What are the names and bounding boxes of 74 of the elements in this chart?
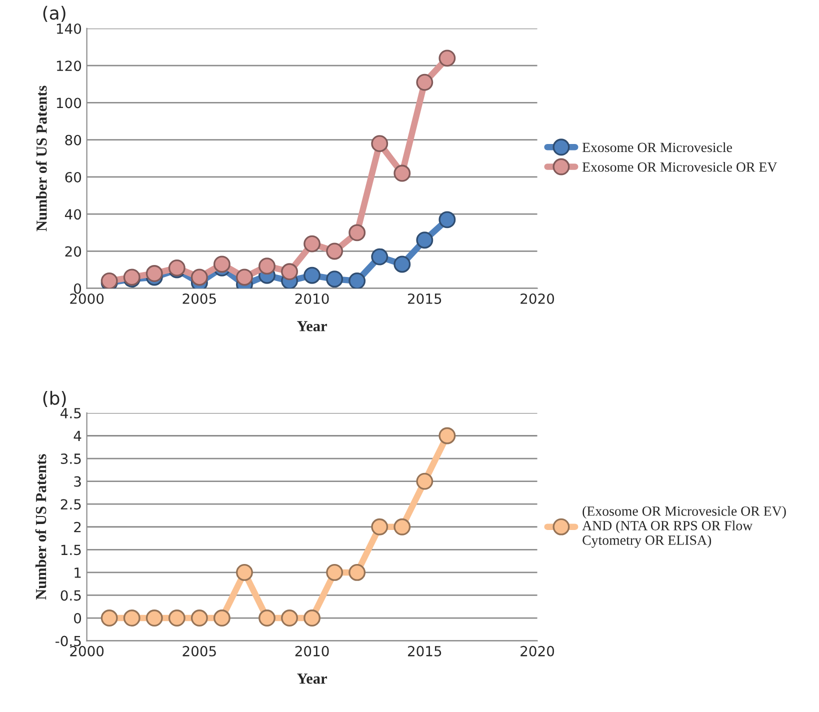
x-tick-label: 2020	[520, 646, 554, 656]
y-tick-label: 0	[74, 612, 82, 624]
point	[123, 610, 140, 626]
point	[348, 564, 366, 581]
y-tick-label: 60	[65, 172, 82, 182]
point	[304, 235, 321, 252]
point	[146, 610, 163, 626]
y-axis-title: Number of US Patents	[35, 454, 46, 600]
point	[326, 242, 344, 260]
x-tick-label: 2020	[520, 293, 554, 304]
x-tick-label: 2015	[408, 293, 442, 304]
point	[438, 211, 456, 228]
y-tick-label: 120	[56, 60, 82, 72]
x-tick-label: 2005	[182, 293, 216, 304]
y-tick-label: 4.5	[60, 408, 81, 418]
point	[258, 258, 276, 275]
legend-label: Exosome OR Microvesicle	[582, 142, 732, 152]
point	[416, 472, 434, 490]
point	[371, 135, 388, 152]
legend-label: Exosome OR Microvesicle OR EV	[582, 162, 778, 172]
point	[394, 164, 411, 182]
point	[416, 74, 434, 91]
y-tick-label: 80	[65, 134, 82, 146]
point	[213, 256, 230, 273]
y-tick-label: 40	[64, 209, 82, 220]
point	[146, 265, 163, 282]
point	[190, 268, 208, 286]
point	[190, 610, 208, 626]
point	[416, 232, 434, 249]
point	[281, 610, 298, 626]
point	[394, 256, 411, 273]
x-axis-title: Year	[297, 321, 327, 332]
y-tick-label: 20	[65, 246, 82, 257]
y-tick-label: 100	[56, 98, 82, 108]
x-axis-title: Year	[297, 674, 327, 684]
point	[371, 518, 388, 536]
legend-label: (Exosome OR Microvesicle OR EV) AND (NTA OR RPS OR Flow Cytometry OR ELISA)	[582, 506, 786, 548]
point	[304, 266, 321, 284]
y-tick-label: 140	[56, 23, 82, 34]
y-tick-label: -0.5	[56, 636, 81, 646]
y-tick-label: 3.5	[60, 453, 81, 464]
point	[348, 272, 366, 288]
point	[348, 224, 366, 242]
x-tick-label: 2000	[70, 646, 104, 656]
x-tick-label: 2005	[182, 646, 216, 656]
y-tick-label: 0	[74, 283, 82, 294]
point	[326, 564, 344, 581]
y-tick-label: 4	[74, 430, 82, 442]
point	[168, 610, 186, 626]
point	[100, 610, 118, 626]
y-tick-label: 2.5	[60, 499, 81, 510]
point	[258, 610, 276, 626]
y-tick-label: 0.5	[60, 590, 81, 601]
point	[304, 610, 321, 626]
text: (a)	[43, 6, 66, 22]
point	[281, 263, 298, 280]
y-axis-title: Number of US Patents	[36, 86, 47, 232]
x-tick-label: 2015	[408, 646, 442, 656]
point	[326, 270, 344, 288]
x-tick-label: 2010	[295, 293, 329, 304]
y-tick-label: 1	[74, 568, 81, 578]
x-tick-label: 2010	[295, 646, 329, 656]
point	[236, 564, 253, 581]
point	[394, 518, 411, 536]
y-tick-label: 2	[74, 522, 81, 532]
point	[438, 427, 456, 444]
text: (b)	[43, 390, 66, 408]
point	[438, 50, 456, 67]
y-tick-label: 1.5	[61, 544, 81, 556]
point	[213, 610, 230, 626]
y-tick-label: 3	[74, 476, 81, 487]
point	[371, 248, 388, 266]
point	[236, 268, 253, 286]
x-tick-label: 2000	[70, 293, 104, 304]
